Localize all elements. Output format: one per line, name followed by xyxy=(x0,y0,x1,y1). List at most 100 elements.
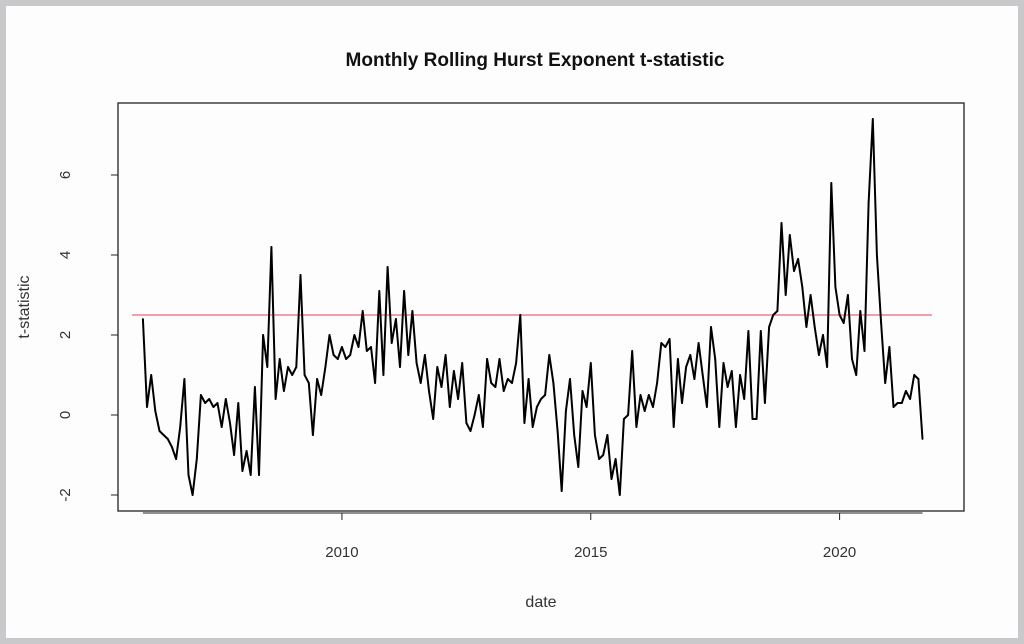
data-point xyxy=(407,354,410,356)
series-line xyxy=(141,118,924,496)
data-point xyxy=(382,374,385,376)
data-point xyxy=(838,314,841,316)
data-point xyxy=(755,418,758,420)
data-point xyxy=(797,258,799,260)
data-point xyxy=(519,314,522,316)
data-point xyxy=(618,494,621,496)
data-point xyxy=(681,402,683,404)
data-point xyxy=(179,426,182,428)
data-point xyxy=(399,366,401,368)
data-point xyxy=(486,358,488,360)
data-point xyxy=(710,326,712,328)
data-point xyxy=(411,310,414,312)
data-point xyxy=(171,446,173,448)
data-point xyxy=(245,450,248,452)
data-point xyxy=(606,434,609,436)
data-point xyxy=(448,406,451,408)
data-point xyxy=(697,342,700,344)
data-point xyxy=(565,410,567,412)
data-point xyxy=(482,426,484,428)
data-point xyxy=(693,378,696,380)
data-point xyxy=(544,394,546,396)
data-point xyxy=(299,274,302,276)
data-point xyxy=(336,358,339,360)
data-point xyxy=(229,422,231,424)
data-point xyxy=(341,346,343,348)
data-point xyxy=(784,294,787,296)
data-point xyxy=(158,430,161,432)
data-point xyxy=(855,374,858,376)
data-point xyxy=(652,406,654,408)
data-point xyxy=(249,474,252,476)
data-point xyxy=(502,390,505,392)
data-point xyxy=(701,374,704,376)
data-point xyxy=(494,386,497,388)
data-point xyxy=(805,326,808,328)
data-point xyxy=(689,354,692,356)
data-point xyxy=(892,406,895,408)
data-point xyxy=(660,342,663,344)
data-point xyxy=(515,362,517,364)
data-point xyxy=(307,382,310,384)
data-point xyxy=(627,414,629,416)
data-point xyxy=(349,354,352,356)
data-point xyxy=(751,418,754,420)
data-point xyxy=(287,366,289,368)
data-point xyxy=(610,478,613,480)
data-point xyxy=(378,290,381,292)
data-point xyxy=(656,382,658,384)
data-point xyxy=(254,386,256,388)
x-tick-label: 2010 xyxy=(325,544,358,561)
data-point xyxy=(668,338,671,340)
data-point xyxy=(826,366,828,368)
data-point xyxy=(672,426,675,428)
data-point xyxy=(921,438,924,440)
data-point xyxy=(424,354,426,356)
data-point xyxy=(818,354,820,356)
data-point xyxy=(880,322,882,324)
data-point xyxy=(896,402,899,404)
x-tick-label: 2020 xyxy=(823,544,856,561)
data-point xyxy=(813,326,816,328)
data-point xyxy=(776,310,779,312)
data-point xyxy=(365,350,368,352)
data-point xyxy=(357,346,360,348)
data-point xyxy=(469,430,472,432)
data-point xyxy=(142,318,144,320)
data-point xyxy=(237,402,240,404)
data-point xyxy=(536,406,538,408)
data-point xyxy=(200,394,202,396)
data-point xyxy=(888,346,891,348)
data-point xyxy=(917,378,920,380)
data-point xyxy=(876,254,878,256)
data-point xyxy=(490,382,493,384)
data-point xyxy=(577,466,580,468)
data-point xyxy=(150,374,153,376)
data-point xyxy=(677,358,679,360)
data-point xyxy=(428,390,430,392)
data-point xyxy=(685,366,687,368)
data-point xyxy=(851,358,853,360)
data-point xyxy=(822,334,824,336)
data-points xyxy=(142,118,924,496)
data-point xyxy=(614,458,617,460)
data-point xyxy=(432,418,435,420)
data-point xyxy=(581,390,584,392)
data-point xyxy=(623,418,625,420)
data-point xyxy=(556,430,559,432)
y-tick-label: 6 xyxy=(57,171,74,179)
data-point xyxy=(772,314,775,316)
data-point xyxy=(146,406,148,408)
data-point xyxy=(884,382,887,384)
data-point xyxy=(353,334,356,336)
data-point xyxy=(345,358,347,360)
data-point xyxy=(328,334,331,336)
data-point xyxy=(598,458,600,460)
data-point xyxy=(212,406,215,408)
data-point xyxy=(204,402,207,404)
data-point xyxy=(291,374,294,376)
data-point xyxy=(457,398,459,400)
data-point xyxy=(863,350,866,352)
data-point xyxy=(395,318,397,320)
